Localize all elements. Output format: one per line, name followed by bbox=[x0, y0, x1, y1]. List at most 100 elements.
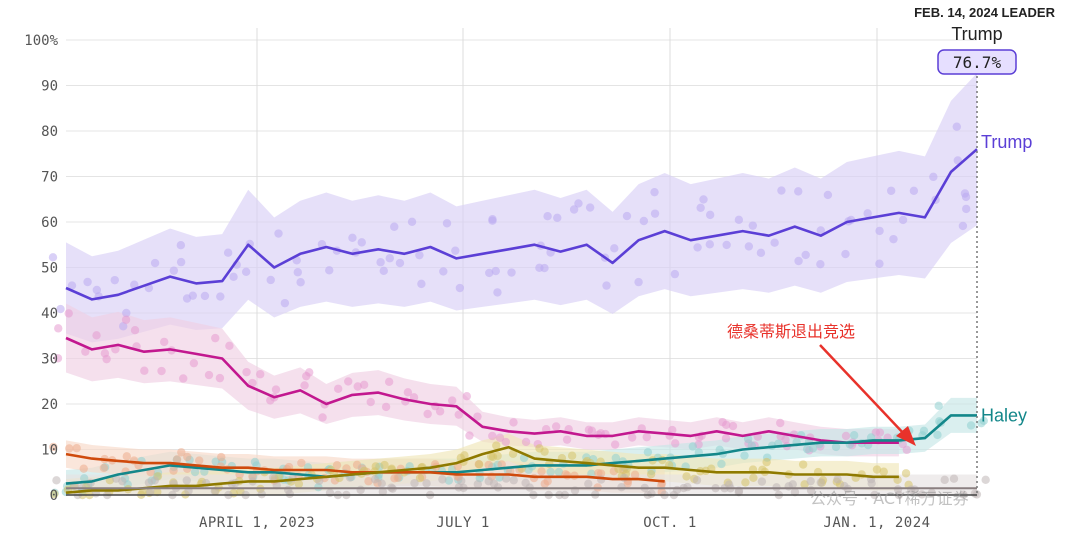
trump-poll-dot bbox=[357, 238, 366, 247]
ramaswamy-poll-dot bbox=[567, 451, 577, 460]
pence-poll-dot bbox=[630, 470, 640, 479]
others-poll-dot bbox=[325, 488, 335, 498]
haley-poll-dot bbox=[740, 451, 749, 460]
desantis-poll-dot bbox=[54, 324, 63, 333]
trump-poll-dot bbox=[794, 256, 803, 266]
desantis-poll-dot bbox=[728, 421, 738, 431]
trump-poll-dot bbox=[223, 248, 233, 257]
desantis-poll-dot bbox=[781, 435, 790, 444]
desantis-poll-dot bbox=[140, 366, 149, 375]
pence-poll-dot bbox=[65, 444, 74, 453]
others-poll-dot bbox=[683, 482, 692, 492]
desantis-poll-dot bbox=[215, 373, 225, 383]
others-poll-dot bbox=[257, 489, 266, 499]
trump-poll-dot bbox=[585, 203, 595, 212]
trump-poll-dot bbox=[543, 211, 552, 221]
trump-poll-dot bbox=[929, 172, 938, 182]
trump-poll-dot bbox=[734, 215, 744, 225]
trump-poll-dot bbox=[485, 268, 494, 278]
trump-poll-dot bbox=[898, 215, 908, 225]
desantis-poll-dot bbox=[875, 428, 885, 437]
desantis-poll-dot bbox=[121, 315, 131, 324]
leader-value-badge bbox=[937, 49, 1017, 75]
desantis-poll-dot bbox=[721, 434, 731, 443]
trump-poll-dot bbox=[169, 266, 179, 275]
trump-poll-dot bbox=[794, 187, 803, 196]
label-layer: Trump Haley bbox=[981, 132, 1032, 425]
haley-poll-dot bbox=[979, 416, 988, 425]
trump-poll-dot bbox=[722, 240, 731, 250]
trump-poll-dot bbox=[176, 257, 186, 267]
trump-poll-dot bbox=[639, 216, 649, 226]
desantis-poll-dot bbox=[521, 437, 531, 447]
others-poll-dot bbox=[981, 475, 990, 485]
y-tick-label: 80 bbox=[41, 124, 58, 140]
pence-poll-dot bbox=[177, 448, 186, 457]
trump-poll-dot bbox=[841, 249, 850, 259]
desantis-poll-dot bbox=[359, 380, 369, 389]
y-tick-label: 10 bbox=[41, 443, 58, 459]
pence-poll-dot bbox=[183, 452, 192, 462]
desantis-poll-dot bbox=[344, 377, 353, 386]
desantis-poll-dot bbox=[189, 358, 199, 368]
ramaswamy-poll-dot bbox=[493, 451, 502, 461]
line-layer bbox=[65, 148, 978, 494]
trump-poll-dot bbox=[889, 234, 898, 244]
desantis-poll-dot bbox=[642, 432, 651, 442]
pence-poll-dot bbox=[484, 460, 493, 470]
others-poll-dot bbox=[788, 480, 797, 489]
others-poll-dot bbox=[473, 479, 483, 489]
desantis-poll-dot bbox=[610, 440, 620, 449]
desantis-poll-dot bbox=[718, 417, 727, 427]
others-poll-dot bbox=[370, 475, 380, 484]
desantis-poll-dot bbox=[300, 381, 309, 390]
trump-poll-dot bbox=[875, 259, 884, 268]
others-poll-dot bbox=[940, 475, 949, 485]
haley-poll-dot bbox=[688, 442, 698, 451]
desantis-poll-dot bbox=[81, 347, 90, 356]
trump-poll-dot bbox=[216, 292, 225, 301]
trump-poll-dot bbox=[696, 203, 705, 212]
ramaswamy-poll-dot bbox=[872, 465, 882, 474]
trump-poll-dot bbox=[376, 258, 385, 267]
desantis-poll-dot bbox=[384, 377, 394, 387]
trump-poll-dot bbox=[540, 263, 549, 273]
pence-poll-dot bbox=[217, 452, 226, 462]
desantis-poll-dot bbox=[587, 426, 597, 435]
desantis-poll-dot bbox=[159, 337, 169, 347]
trump-poll-dot bbox=[693, 243, 702, 252]
others-poll-dot bbox=[144, 478, 154, 487]
trump-poll-dot bbox=[455, 283, 465, 293]
pence-poll-dot bbox=[497, 460, 506, 469]
others-poll-dot bbox=[619, 473, 629, 482]
haley-poll-dot bbox=[743, 434, 753, 444]
trump-poll-dot bbox=[816, 260, 825, 269]
trump-poll-dot bbox=[130, 280, 139, 289]
others-poll-dot bbox=[268, 473, 278, 482]
leader-name: Trump bbox=[951, 24, 1002, 44]
y-tick-label: 20 bbox=[41, 397, 58, 413]
others-poll-dot bbox=[484, 477, 493, 486]
ramaswamy-poll-dot bbox=[749, 473, 758, 483]
pence-poll-dot bbox=[122, 452, 131, 461]
ramaswamy-poll-dot bbox=[415, 473, 425, 483]
others-poll-dot bbox=[806, 476, 815, 486]
trump-poll-dot bbox=[56, 304, 65, 314]
trump-poll-dot bbox=[182, 294, 192, 303]
desantis-poll-dot bbox=[668, 425, 677, 435]
ramaswamy-line bbox=[65, 445, 899, 494]
trump-end-label: Trump bbox=[981, 132, 1032, 152]
ramaswamy-poll-dot bbox=[153, 487, 162, 497]
y-tick-label: 30 bbox=[41, 352, 58, 368]
desantis-poll-dot bbox=[509, 418, 518, 427]
watermark: 公众号 · ACY稀万证券 bbox=[810, 489, 969, 508]
trump-poll-dot bbox=[293, 268, 303, 277]
trump-poll-dot bbox=[569, 205, 579, 214]
others-poll-dot bbox=[118, 476, 127, 486]
desantis-poll-dot bbox=[353, 382, 362, 391]
y-tick-label: 100% bbox=[24, 33, 58, 49]
desantis-poll-dot bbox=[157, 366, 166, 376]
trump-band bbox=[66, 73, 977, 343]
desantis-poll-dot bbox=[271, 385, 281, 394]
others-poll-dot bbox=[757, 477, 767, 486]
